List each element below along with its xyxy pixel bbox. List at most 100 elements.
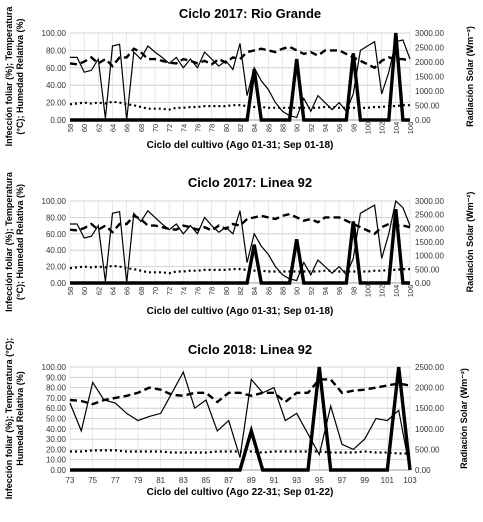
y2-tick-label: 500.00	[415, 445, 440, 454]
chart-title: Ciclo 2018: Linea 92	[188, 342, 312, 357]
x-tick-label: 74	[179, 287, 188, 295]
x-tick-label: 76	[194, 124, 203, 132]
y-tick-label: 0.00	[50, 279, 66, 288]
chart-title: Ciclo 2017: Rio Grande	[179, 6, 321, 21]
x-tick-label: 106	[406, 122, 415, 135]
x-tick-label: 60	[80, 287, 89, 295]
y-tick-label: 100.00	[42, 363, 67, 372]
x-tick-label: 98	[349, 124, 358, 132]
y2-tick-label: 1500.00	[415, 73, 444, 82]
y2-tick-label: 0.00	[415, 116, 431, 125]
x-tick-label: 104	[392, 122, 401, 135]
x-tick-label: 64	[109, 287, 118, 295]
y-axis-label: (°C); Humedad Relativa (%)	[15, 184, 25, 300]
x-tick-label: 58	[66, 124, 75, 132]
y2-tick-label: 1000.00	[415, 252, 444, 261]
x-tick-label: 88	[279, 124, 288, 132]
x-tick-label: 82	[236, 124, 245, 132]
x-tick-label: 74	[179, 124, 188, 132]
y-tick-label: 40.00	[46, 81, 67, 90]
y-axis-label: Infección foliar (%); Temperatura	[4, 6, 14, 147]
y2-tick-label: 3000.00	[415, 197, 444, 206]
x-tick-label: 93	[292, 476, 301, 485]
x-tick-label: 84	[250, 287, 259, 295]
x-tick-label: 64	[109, 124, 118, 132]
x-tick-label: 78	[208, 287, 217, 295]
x-tick-label: 92	[307, 287, 316, 295]
y-tick-label: 70.00	[46, 394, 67, 403]
x-axis-label: Ciclo del cultivo (Ago 22-31; Sep 01-22)	[147, 487, 334, 498]
y-axis-label: Humedad Relativa (%)	[15, 371, 25, 466]
x-tick-label: 100	[364, 285, 373, 298]
y-tick-label: 60.00	[46, 230, 67, 239]
y-tick-label: 10.00	[46, 456, 67, 465]
y2-tick-label: 0.00	[415, 279, 431, 288]
y-tick-label: 60.00	[46, 404, 67, 413]
y2-tick-label: 1000.00	[415, 87, 444, 96]
x-tick-label: 100	[364, 122, 373, 135]
x-tick-label: 101	[381, 476, 395, 485]
y-tick-label: 0.00	[50, 466, 66, 475]
y2-tick-label: 2500.00	[415, 363, 444, 372]
y2-tick-label: 1500.00	[415, 238, 444, 247]
y-tick-label: 80.00	[46, 213, 67, 222]
x-tick-label: 83	[179, 476, 188, 485]
y2-tick-label: 2000.00	[415, 384, 444, 393]
x-tick-label: 102	[378, 285, 387, 298]
y2-axis-label: Radiación Solar (Wm⁻²)	[459, 368, 469, 469]
y2-tick-label: 500.00	[415, 265, 440, 274]
x-tick-label: 104	[392, 285, 401, 298]
x-tick-label: 80	[222, 287, 231, 295]
y2-tick-label: 2500.00	[415, 44, 444, 53]
x-tick-label: 62	[94, 287, 103, 295]
x-tick-label: 58	[66, 287, 75, 295]
y2-tick-label: 1000.00	[415, 425, 444, 434]
x-tick-label: 94	[321, 287, 330, 295]
y-tick-label: 30.00	[46, 435, 67, 444]
x-tick-label: 92	[307, 124, 316, 132]
x-tick-label: 62	[94, 124, 103, 132]
x-tick-label: 95	[315, 476, 324, 485]
y-tick-label: 90.00	[46, 373, 67, 382]
x-tick-label: 88	[279, 287, 288, 295]
x-tick-label: 102	[378, 122, 387, 135]
x-tick-label: 96	[335, 287, 344, 295]
y-tick-label: 100.00	[42, 29, 67, 38]
series-line-dotted	[70, 450, 410, 453]
y2-tick-label: 0.00	[415, 466, 431, 475]
y2-tick-label: 2000.00	[415, 224, 444, 233]
x-tick-label: 82	[236, 287, 245, 295]
x-tick-label: 77	[111, 476, 120, 485]
x-tick-label: 90	[293, 124, 302, 132]
y-tick-label: 20.00	[46, 263, 67, 272]
y2-axis-label: Radiación Solar (Wm⁻²)	[465, 26, 475, 127]
chart-title: Ciclo 2017: Linea 92	[188, 175, 312, 190]
y-tick-label: 50.00	[46, 415, 67, 424]
x-tick-label: 85	[202, 476, 211, 485]
y2-tick-label: 2000.00	[415, 58, 444, 67]
x-tick-label: 68	[137, 287, 146, 295]
x-tick-label: 89	[247, 476, 256, 485]
y-tick-label: 60.00	[46, 64, 67, 73]
x-tick-label: 99	[360, 476, 369, 485]
x-tick-label: 72	[165, 124, 174, 132]
x-tick-label: 90	[293, 287, 302, 295]
x-tick-label: 76	[194, 287, 203, 295]
x-tick-label: 78	[208, 124, 217, 132]
y-tick-label: 20.00	[46, 445, 67, 454]
x-tick-label: 86	[264, 287, 273, 295]
y2-axis-label: Radiación Solar (Wm⁻²)	[465, 192, 475, 293]
x-tick-label: 106	[406, 285, 415, 298]
x-tick-label: 75	[88, 476, 97, 485]
x-tick-label: 81	[156, 476, 165, 485]
x-tick-label: 79	[134, 476, 143, 485]
x-tick-label: 94	[321, 124, 330, 132]
x-tick-label: 66	[123, 287, 132, 295]
y-axis-label: Infección foliar (%); Temperatura (°C);	[4, 338, 14, 499]
x-tick-label: 68	[137, 124, 146, 132]
y-tick-label: 0.00	[50, 116, 66, 125]
y-axis-label: (°C); Humedad Relativa (%)	[15, 18, 25, 134]
x-tick-label: 87	[224, 476, 233, 485]
